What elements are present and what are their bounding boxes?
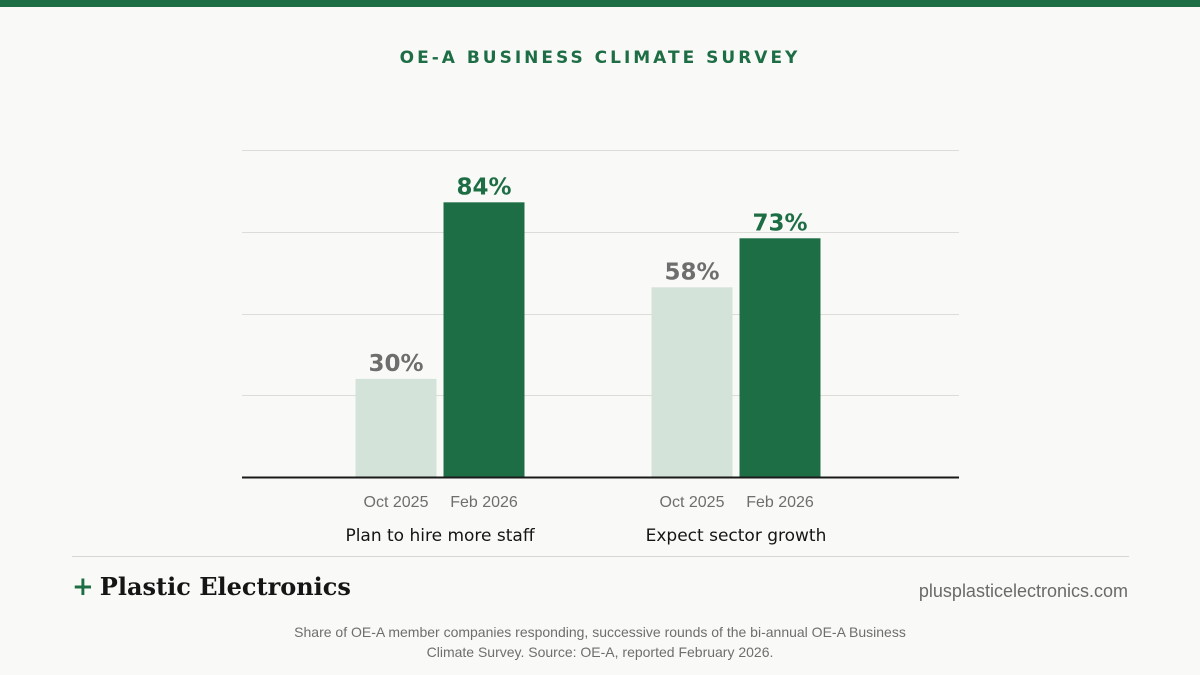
group-label: Expect sector growth: [646, 526, 827, 546]
plus-icon: +: [72, 572, 94, 602]
tick-label: Feb 2026: [450, 494, 518, 511]
footer-divider: [72, 556, 1129, 557]
tick-label: Oct 2025: [660, 494, 725, 511]
brand-name: Plastic Electronics: [99, 572, 351, 601]
tick-label: Oct 2025: [364, 494, 429, 511]
data-label: 58%: [664, 259, 719, 285]
tick-label: Feb 2026: [746, 494, 814, 511]
chart-footnote: Share of OE-A member companies respondin…: [294, 624, 906, 660]
data-label: 73%: [752, 210, 807, 236]
data-label: 30%: [368, 351, 423, 377]
site-url: plusplasticelectronics.com: [918, 581, 1128, 601]
data-label: 84%: [456, 174, 511, 200]
top-accent-bar: [0, 0, 1200, 7]
bar-chart: 30% Oct 2025 84% Feb 2026 Plan to hire more …: [242, 150, 959, 546]
bar-1-feb-2026: [443, 202, 525, 477]
bar-2-oct-2025: [651, 287, 733, 477]
bar-1-oct-2025: [355, 378, 437, 477]
group-label: Plan to hire more staff: [345, 526, 535, 546]
chart-kicker: OE-A BUSINESS CLIMATE SURVEY: [399, 48, 801, 68]
brand-logo: + Plastic Electronics: [72, 572, 351, 602]
bar-2-feb-2026: [739, 238, 821, 477]
